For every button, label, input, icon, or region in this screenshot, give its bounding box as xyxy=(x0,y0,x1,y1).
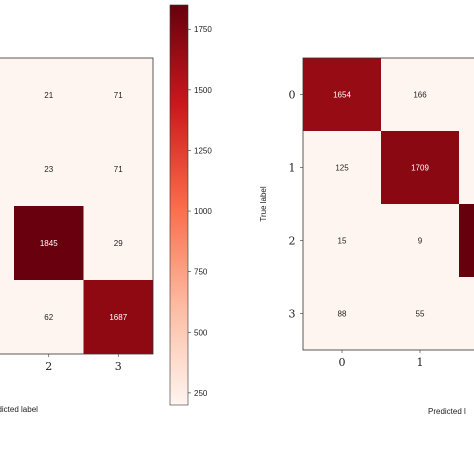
matrix-cell-value: 23 xyxy=(44,165,53,174)
x-tick-label: 3 xyxy=(115,360,122,373)
matrix-cell-value: 21 xyxy=(44,91,53,100)
y-tick-label: 1 xyxy=(289,162,296,175)
y-tick-label: 3 xyxy=(289,308,296,321)
x-tick-label: 0 xyxy=(339,356,346,369)
left-x-axis-label: Predicted label xyxy=(0,405,38,414)
matrix-cell-value: 1845 xyxy=(40,239,58,248)
colorbar: 250 500 750 1000 1250 1500 1750 xyxy=(169,4,212,406)
colorbar-tick-label: 1750 xyxy=(194,25,212,34)
matrix-cell xyxy=(381,204,459,277)
right-y-axis-label: True label xyxy=(259,186,268,222)
matrix-cell xyxy=(459,131,474,204)
matrix-cell xyxy=(83,58,153,132)
matrix-cell xyxy=(83,206,153,280)
matrix-cell xyxy=(14,58,84,132)
colorbar-tick-label: 1000 xyxy=(194,207,212,216)
matrix-cell xyxy=(0,58,14,132)
matrix-cell xyxy=(459,277,474,350)
matrix-cell-value: 62 xyxy=(44,313,53,322)
right-x-axis-label: Predicted l xyxy=(428,407,466,416)
matrix-cell-value: 1687 xyxy=(109,313,127,322)
matrix-cell xyxy=(14,206,84,280)
matrix-cell-value: 55 xyxy=(416,310,425,319)
matrix-cell xyxy=(303,277,381,350)
right-matrix-frame xyxy=(302,57,474,351)
matrix-cell xyxy=(459,204,474,277)
x-tick-label: 1 xyxy=(417,356,424,369)
colorbar-ticks: 250 500 750 1000 1250 1500 1750 xyxy=(188,25,212,398)
matrix-cell xyxy=(459,58,474,131)
matrix-cell-value: 1709 xyxy=(411,164,429,173)
colorbar-tick-label: 250 xyxy=(194,389,208,398)
matrix-cell-value: 71 xyxy=(114,91,123,100)
matrix-cell xyxy=(14,132,84,206)
matrix-cell xyxy=(14,280,84,354)
left-confusion-matrix: 21 71 23 71 1845 29 62 1687 xyxy=(0,58,153,354)
colorbar-tick-label: 500 xyxy=(194,328,208,337)
matrix-cell xyxy=(381,131,459,204)
y-tick-label: 0 xyxy=(289,89,296,102)
y-tick-label: 2 xyxy=(289,235,296,248)
matrix-cell-value: 9 xyxy=(418,237,423,246)
matrix-cell-value: 15 xyxy=(338,237,347,246)
colorbar-tick-label: 750 xyxy=(194,268,208,277)
matrix-cell-value: 71 xyxy=(114,165,123,174)
right-confusion-matrix: 1654 166 125 1709 15 9 88 55 xyxy=(303,58,474,350)
matrix-cell-value: 88 xyxy=(338,310,347,319)
matrix-cell xyxy=(83,132,153,206)
colorbar-tick-label: 1500 xyxy=(194,86,212,95)
matrix-cell-value: 1654 xyxy=(333,91,351,100)
matrix-cell xyxy=(0,206,14,280)
colorbar-tick-label: 1250 xyxy=(194,146,212,155)
matrix-cell xyxy=(0,280,14,354)
x-tick-label: 2 xyxy=(45,360,52,373)
matrix-cell xyxy=(381,58,459,131)
right-y-ticks: 0 1 2 3 xyxy=(289,89,303,321)
left-matrix-frame xyxy=(0,57,154,355)
matrix-cell-value: 125 xyxy=(335,164,349,173)
matrix-cell xyxy=(303,58,381,131)
matrix-cell-value: 166 xyxy=(413,91,427,100)
matrix-cell xyxy=(83,280,153,354)
matrix-cell xyxy=(381,277,459,350)
matrix-cell xyxy=(0,132,14,206)
matrix-cell xyxy=(303,204,381,277)
colorbar-gradient xyxy=(169,4,189,406)
matrix-cell-value: 29 xyxy=(114,239,123,248)
matrix-cell xyxy=(303,131,381,204)
